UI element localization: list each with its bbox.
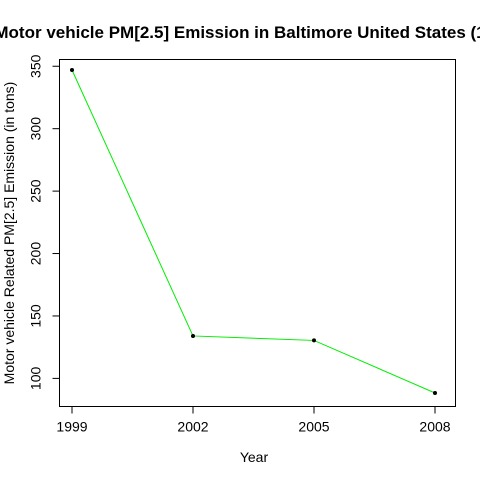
x-tick-label: 1999 (56, 419, 87, 435)
data-point (191, 333, 195, 338)
x-tick-label: 2005 (298, 419, 329, 435)
y-tick-label: 150 (28, 304, 44, 328)
data-point (312, 338, 316, 343)
plot-frame (59, 59, 456, 407)
y-axis-label: Motor vehicle Related PM[2.5] Emission (… (1, 82, 17, 385)
y-tick-label: 350 (28, 54, 44, 78)
data-point (70, 68, 74, 72)
x-tick-label: 2002 (177, 419, 208, 435)
y-tick-label: 200 (28, 242, 44, 266)
chart-title: Motor vehicle PM[2.5] Emission in Baltim… (0, 23, 480, 42)
y-axis: 100 150 200 250 300 350 (28, 54, 60, 390)
x-axis: 1999 2002 2005 2008 (56, 406, 451, 435)
data-point (433, 391, 437, 395)
y-tick-label: 300 (28, 117, 44, 141)
x-axis-label: Year (240, 449, 269, 465)
series-points (70, 68, 437, 395)
y-tick-label: 100 (28, 366, 44, 390)
x-tick-label: 2008 (419, 419, 450, 435)
series-line (71, 69, 436, 394)
y-tick-label: 250 (28, 179, 44, 203)
